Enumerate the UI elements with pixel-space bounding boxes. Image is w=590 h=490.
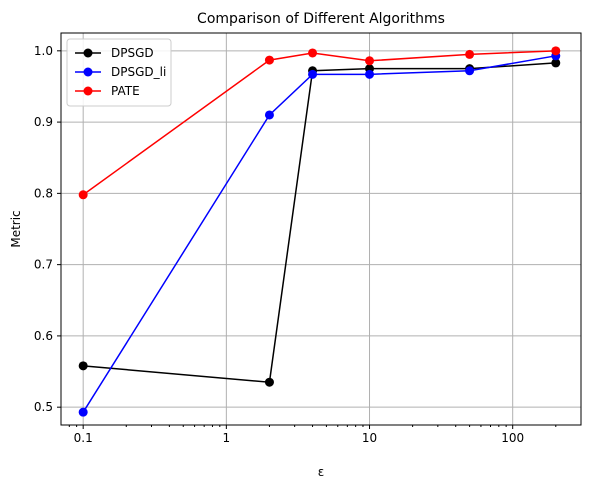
data-point-pate (308, 48, 318, 58)
legend: DPSGD DPSGD_li PATE (66, 38, 172, 107)
data-point-pate (365, 56, 375, 66)
data-point-pate (78, 190, 88, 200)
legend-label-dpsgd: DPSGD (111, 46, 154, 60)
y-tick-label: 0.5 (34, 400, 53, 414)
legend-label-dpsgd-li: DPSGD_li (111, 65, 166, 79)
x-axis: 0.1 1 10 100 (68, 425, 557, 445)
plot-frame (60, 32, 582, 426)
legend-label-pate: PATE (111, 84, 140, 98)
y-axis: 0.5 0.6 0.7 0.8 0.9 1.0 (34, 44, 61, 414)
chart-title: Comparison of Different Algorithms (197, 11, 445, 27)
y-tick-label: 1.0 (34, 44, 53, 58)
data-point-dpsgd-li (264, 110, 274, 120)
y-tick-label: 0.9 (34, 115, 53, 129)
data-point-dpsgd-li (365, 69, 375, 79)
x-axis-label: ε (318, 465, 325, 479)
data-point-dpsgd-li (308, 69, 318, 79)
x-tick-label: 100 (501, 431, 524, 445)
x-tick-label: 0.1 (74, 431, 93, 445)
data-point-pate (465, 49, 475, 59)
y-axis-label: Metric (9, 210, 23, 247)
y-tick-label: 0.7 (34, 258, 53, 272)
data-point-dpsgd (551, 58, 561, 68)
data-point-pate (264, 55, 274, 65)
series-area (78, 46, 561, 417)
series-line-pate (82, 50, 556, 196)
legend-marker-pate (83, 86, 93, 96)
legend-marker-dpsgd-li (83, 67, 93, 77)
series-dpsgd-li (78, 51, 561, 417)
y-tick-label: 0.8 (34, 186, 53, 200)
x-tick-label: 1 (223, 431, 231, 445)
legend-marker-dpsgd (83, 48, 93, 58)
data-point-dpsgd (78, 361, 88, 371)
data-point-dpsgd-li (78, 407, 88, 417)
data-point-dpsgd (264, 377, 274, 387)
x-tick-label: 10 (362, 431, 377, 445)
y-tick-label: 0.6 (34, 329, 53, 343)
series-line-dpsgd-li (82, 55, 556, 413)
data-point-dpsgd-li (465, 66, 475, 76)
legend-box (66, 38, 172, 107)
data-point-pate (551, 46, 561, 56)
grid (61, 33, 581, 425)
series-pate (78, 46, 561, 200)
